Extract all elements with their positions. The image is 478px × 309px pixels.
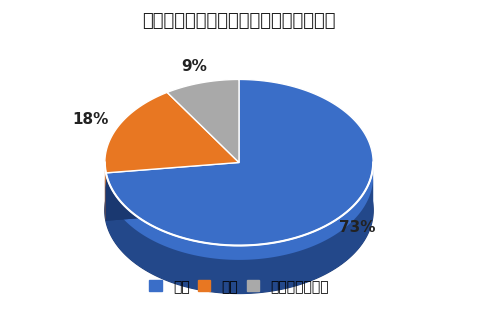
Text: 18%: 18% xyxy=(73,112,109,127)
Text: 73%: 73% xyxy=(339,220,376,235)
Text: 9%: 9% xyxy=(181,59,207,74)
Polygon shape xyxy=(105,163,106,221)
Polygon shape xyxy=(106,163,373,294)
Polygon shape xyxy=(105,127,373,294)
Polygon shape xyxy=(105,92,239,173)
Polygon shape xyxy=(106,79,373,246)
Polygon shape xyxy=(106,163,239,221)
Text: フォレスターのインテリア・満足度調査: フォレスターのインテリア・満足度調査 xyxy=(142,12,336,30)
Polygon shape xyxy=(167,79,239,163)
Polygon shape xyxy=(106,163,239,221)
Legend: 満足, 不満, どちらでもない: 満足, 不満, どちらでもない xyxy=(143,274,335,299)
Polygon shape xyxy=(105,177,106,221)
Polygon shape xyxy=(106,178,373,294)
